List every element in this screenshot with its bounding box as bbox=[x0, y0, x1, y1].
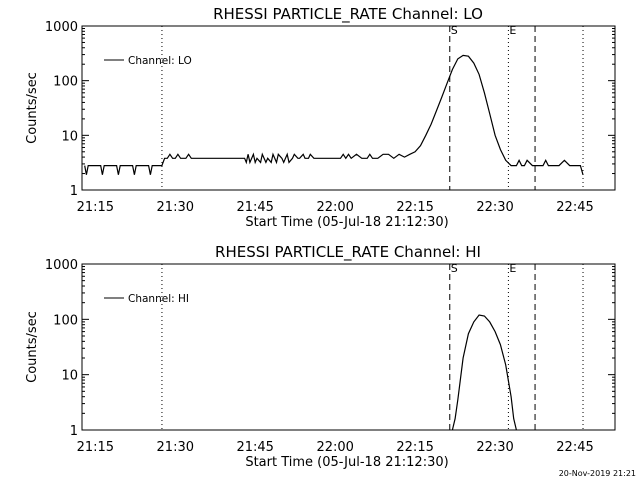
plot-frame bbox=[81, 25, 616, 191]
series-line bbox=[451, 314, 517, 430]
y-axis-label: Counts/sec bbox=[25, 311, 40, 383]
time-marker-label: E bbox=[509, 262, 516, 275]
y-tick-label: 1 bbox=[70, 424, 78, 439]
series-line bbox=[84, 54, 584, 175]
y-tick-label: 1000 bbox=[45, 20, 78, 35]
x-tick-label: 21:45 bbox=[236, 200, 273, 215]
timestamp: 20-Nov-2019 21:21 bbox=[559, 469, 636, 478]
y-tick-label: 1 bbox=[70, 184, 78, 199]
x-tick-label: 22:45 bbox=[556, 200, 593, 215]
x-tick-label: 22:00 bbox=[316, 200, 353, 215]
x-tick-label: 21:15 bbox=[77, 200, 114, 215]
time-marker-label: S bbox=[451, 262, 458, 275]
x-tick-label: 22:15 bbox=[396, 200, 433, 215]
chart-title: RHESSI PARTICLE_RATE Channel: LO bbox=[213, 5, 483, 24]
x-tick-label: 22:30 bbox=[476, 440, 513, 455]
legend-label: Channel: HI bbox=[128, 293, 189, 305]
panel-hi: RHESSI PARTICLE_RATE Channel: HI Counts/… bbox=[25, 243, 616, 470]
x-tick-label: 22:30 bbox=[476, 200, 513, 215]
x-tick-label: 22:45 bbox=[556, 440, 593, 455]
y-tick-label: 10 bbox=[61, 129, 78, 144]
x-tick-label: 21:30 bbox=[157, 200, 194, 215]
y-tick-label: 10 bbox=[61, 369, 78, 384]
x-tick-label: 22:00 bbox=[316, 440, 353, 455]
legend-label: Channel: LO bbox=[128, 55, 192, 67]
plot-frame bbox=[81, 263, 616, 431]
x-tick-label: 22:15 bbox=[396, 440, 433, 455]
y-axis-label: Counts/sec bbox=[25, 72, 40, 144]
x-axis-label: Start Time (05-Jul-18 21:12:30) bbox=[245, 455, 448, 470]
x-axis-label: Start Time (05-Jul-18 21:12:30) bbox=[245, 215, 448, 230]
chart-title: RHESSI PARTICLE_RATE Channel: HI bbox=[215, 243, 481, 262]
y-tick-label: 100 bbox=[53, 75, 78, 90]
y-tick-label: 100 bbox=[53, 313, 78, 328]
x-tick-label: 21:15 bbox=[77, 440, 114, 455]
time-marker-label: S bbox=[451, 24, 458, 37]
panel-lo: RHESSI PARTICLE_RATE Channel: LO Counts/… bbox=[25, 5, 616, 230]
x-tick-label: 21:45 bbox=[236, 440, 273, 455]
time-marker-label: E bbox=[509, 24, 516, 37]
x-tick-label: 21:30 bbox=[157, 440, 194, 455]
y-tick-label: 1000 bbox=[45, 258, 78, 273]
